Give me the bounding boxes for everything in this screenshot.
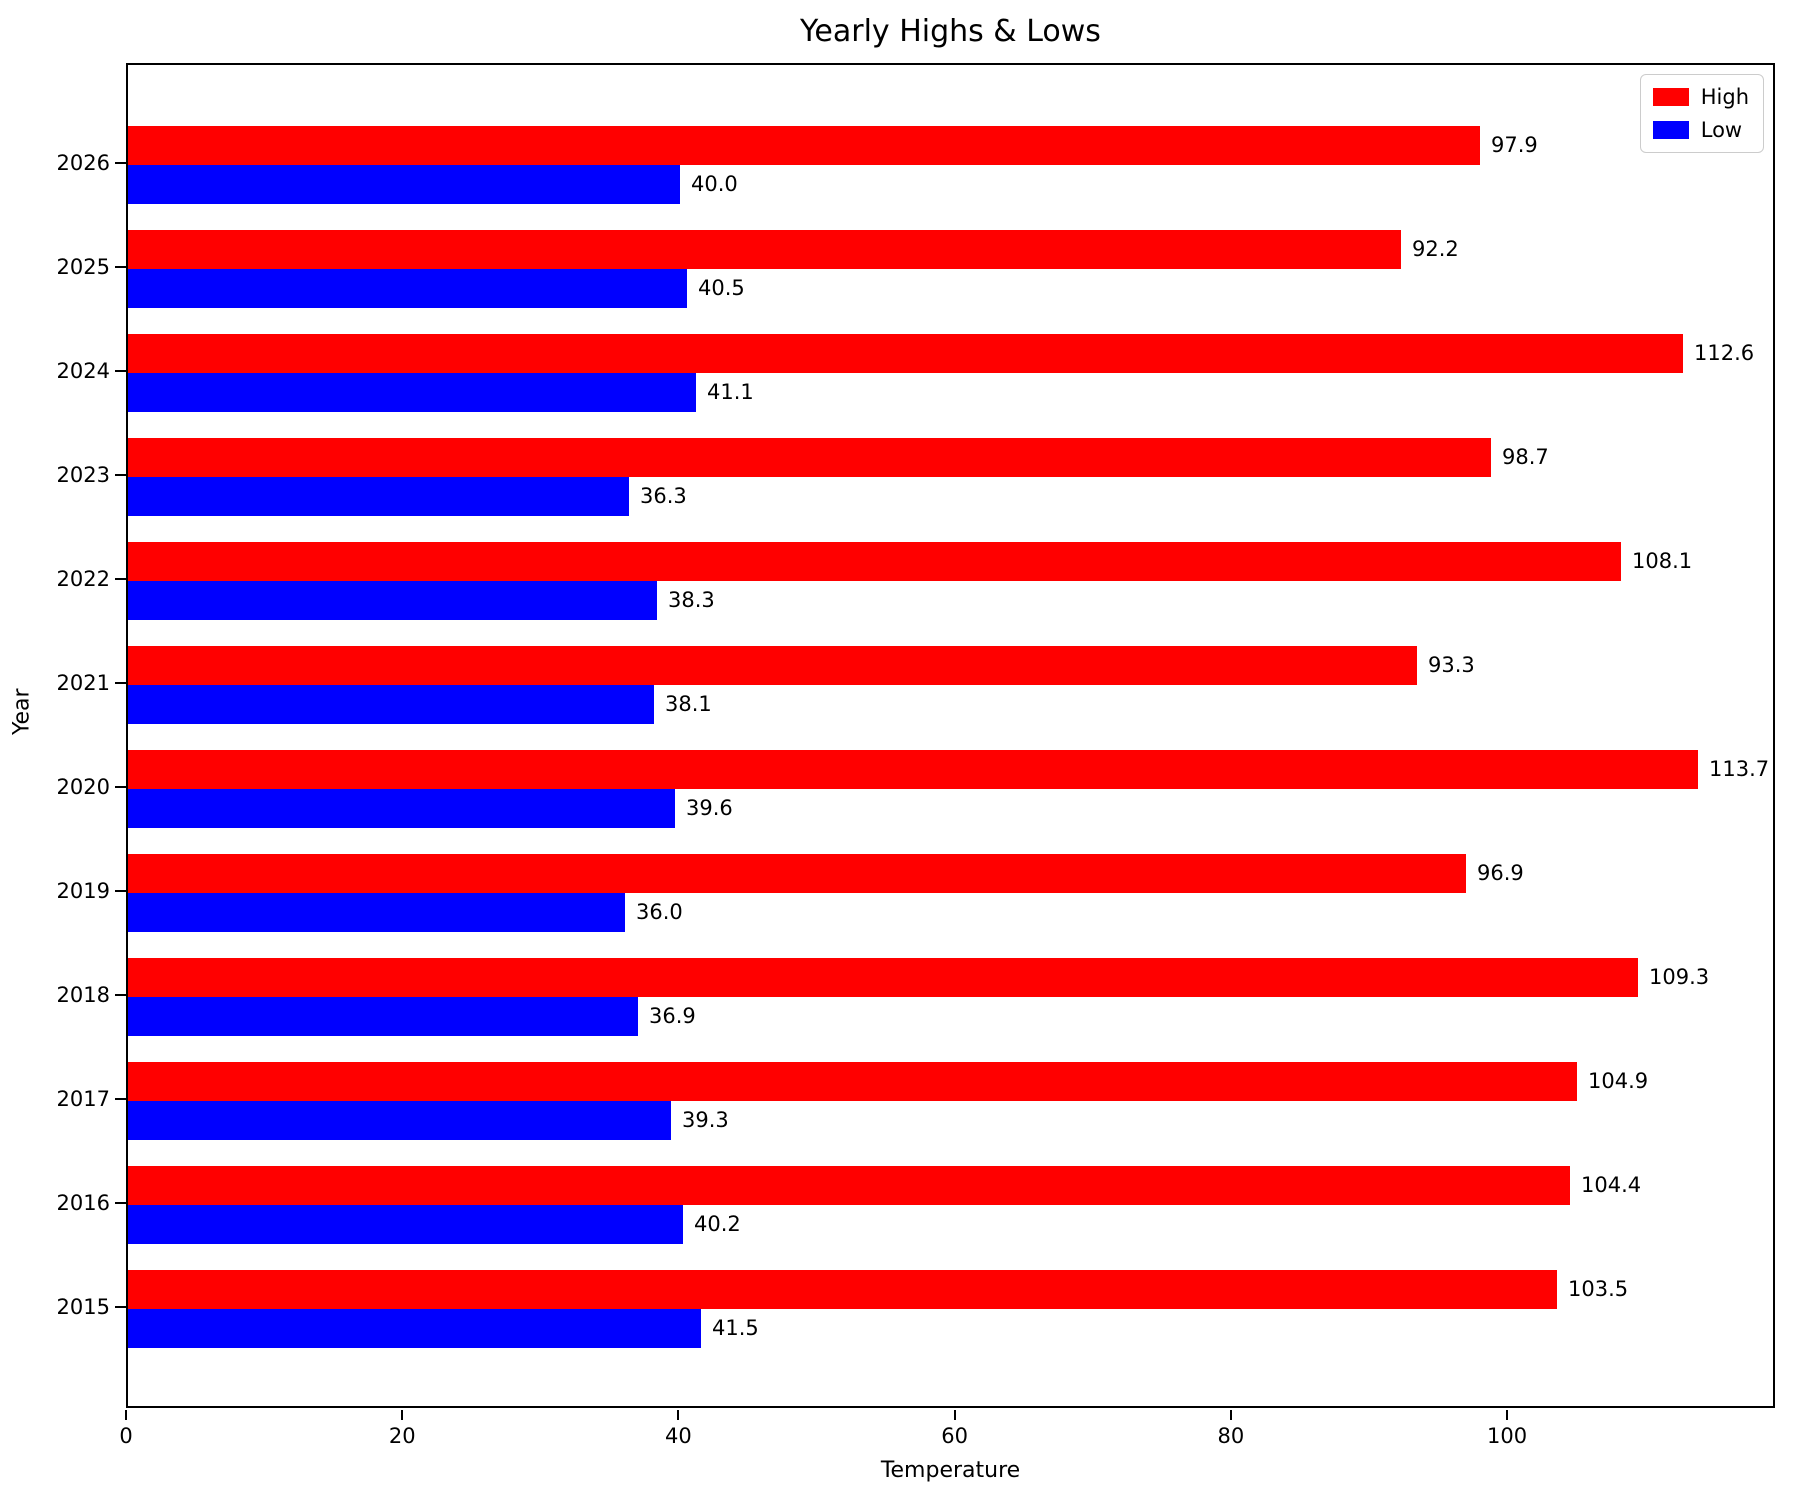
xtick-mark-80 xyxy=(1229,1410,1232,1420)
ytick-mark-2026 xyxy=(115,162,126,164)
low-value-label-2023: 36.3 xyxy=(640,484,687,508)
low-bar-2018 xyxy=(128,997,638,1036)
low-value-label-2015: 41.5 xyxy=(712,1316,759,1340)
low-bar-2019 xyxy=(128,893,625,932)
high-bar-2017 xyxy=(128,1062,1577,1101)
x-axis-label: Temperature xyxy=(880,1458,1021,1483)
low-bar-2015 xyxy=(128,1309,701,1348)
high-value-label-2017: 104.9 xyxy=(1588,1069,1649,1093)
ytick-mark-2023 xyxy=(115,474,126,476)
low-bar-2025 xyxy=(128,269,687,308)
ytick-label-2020: 2020 xyxy=(56,775,110,799)
xtick-mark-100 xyxy=(1506,1410,1509,1420)
ytick-mark-2019 xyxy=(115,890,126,892)
low-bar-2026 xyxy=(128,165,680,204)
ytick-label-2018: 2018 xyxy=(56,983,110,1007)
xtick-mark-40 xyxy=(677,1410,680,1420)
ytick-label-2024: 2024 xyxy=(56,359,110,383)
high-value-label-2024: 112.6 xyxy=(1694,341,1755,365)
low-bar-2016 xyxy=(128,1205,683,1244)
ytick-label-2023: 2023 xyxy=(56,463,110,487)
xtick-label-60: 60 xyxy=(941,1424,968,1448)
ytick-mark-2018 xyxy=(115,994,126,996)
high-value-label-2022: 108.1 xyxy=(1632,549,1693,573)
high-bar-2018 xyxy=(128,958,1638,997)
ytick-label-2016: 2016 xyxy=(56,1191,110,1215)
high-bar-2019 xyxy=(128,854,1466,893)
low-bar-2021 xyxy=(128,685,654,724)
ytick-label-2015: 2015 xyxy=(56,1295,110,1319)
ytick-label-2019: 2019 xyxy=(56,879,110,903)
low-bar-2023 xyxy=(128,477,629,516)
low-value-label-2025: 40.5 xyxy=(698,276,745,300)
ytick-mark-2016 xyxy=(115,1202,126,1204)
ytick-mark-2024 xyxy=(115,370,126,372)
low-value-label-2019: 36.0 xyxy=(636,900,683,924)
low-value-label-2020: 39.6 xyxy=(686,796,733,820)
high-series-swatch-icon xyxy=(1652,88,1689,106)
ytick-mark-2017 xyxy=(115,1098,126,1100)
high-bar-2023 xyxy=(128,438,1491,477)
high-value-label-2016: 104.4 xyxy=(1581,1173,1642,1197)
low-value-label-2021: 38.1 xyxy=(665,692,712,716)
high-value-label-2018: 109.3 xyxy=(1649,965,1710,989)
ytick-mark-2021 xyxy=(115,682,126,684)
ytick-mark-2025 xyxy=(115,266,126,268)
xtick-label-80: 80 xyxy=(1217,1424,1245,1448)
high-value-label-2025: 92.2 xyxy=(1412,237,1459,261)
high-value-label-2019: 96.9 xyxy=(1477,861,1524,885)
legend-entry-low: Low xyxy=(1652,118,1749,142)
legend-label-high: High xyxy=(1700,85,1749,109)
low-value-label-2026: 40.0 xyxy=(691,172,738,196)
high-bar-2016 xyxy=(128,1166,1570,1205)
legend-entry-high: High xyxy=(1652,85,1749,109)
legend-label-low: Low xyxy=(1700,118,1743,142)
low-value-label-2024: 41.1 xyxy=(707,380,754,404)
high-bar-2020 xyxy=(128,750,1698,789)
ytick-label-2025: 2025 xyxy=(56,255,110,279)
ytick-mark-2020 xyxy=(115,786,126,788)
ytick-label-2022: 2022 xyxy=(56,567,110,591)
low-value-label-2016: 40.2 xyxy=(694,1212,741,1236)
high-bar-2022 xyxy=(128,542,1621,581)
low-bar-2017 xyxy=(128,1101,671,1140)
low-value-label-2022: 38.3 xyxy=(668,588,715,612)
high-value-label-2023: 98.7 xyxy=(1502,445,1549,469)
low-bar-2024 xyxy=(128,373,696,412)
low-bar-2022 xyxy=(128,581,657,620)
low-bar-2020 xyxy=(128,789,675,828)
xtick-mark-20 xyxy=(401,1410,404,1420)
high-value-label-2020: 113.7 xyxy=(1709,757,1770,781)
ytick-label-2021: 2021 xyxy=(56,671,110,695)
xtick-mark-60 xyxy=(953,1410,956,1420)
plot-area: 97.9 40.0 92.2 40.5 112.6 41.1 98.7 36.3 108.1 38… xyxy=(126,63,1775,1408)
xtick-label-20: 20 xyxy=(388,1424,416,1448)
low-series-swatch-icon xyxy=(1652,121,1689,139)
ytick-mark-2015 xyxy=(115,1306,126,1308)
high-value-label-2021: 93.3 xyxy=(1428,653,1475,677)
xtick-label-100: 100 xyxy=(1487,1424,1528,1448)
high-bar-2024 xyxy=(128,334,1683,373)
ytick-label-2017: 2017 xyxy=(56,1087,110,1111)
xtick-mark-0 xyxy=(125,1410,127,1420)
high-bar-2026 xyxy=(128,126,1480,165)
xtick-label-0: 0 xyxy=(119,1424,133,1448)
xtick-label-40: 40 xyxy=(665,1424,692,1448)
high-bar-2015 xyxy=(128,1270,1557,1309)
high-value-label-2026: 97.9 xyxy=(1491,133,1538,157)
low-value-label-2017: 39.3 xyxy=(682,1108,729,1132)
low-value-label-2018: 36.9 xyxy=(649,1004,696,1028)
high-bar-2025 xyxy=(128,230,1401,269)
ytick-mark-2022 xyxy=(115,578,126,580)
high-value-label-2015: 103.5 xyxy=(1568,1277,1629,1301)
ytick-label-2026: 2026 xyxy=(56,151,110,175)
legend: High Low xyxy=(1639,74,1764,153)
chart-title: Yearly Highs & Lows xyxy=(800,14,1101,49)
high-bar-2021 xyxy=(128,646,1417,685)
